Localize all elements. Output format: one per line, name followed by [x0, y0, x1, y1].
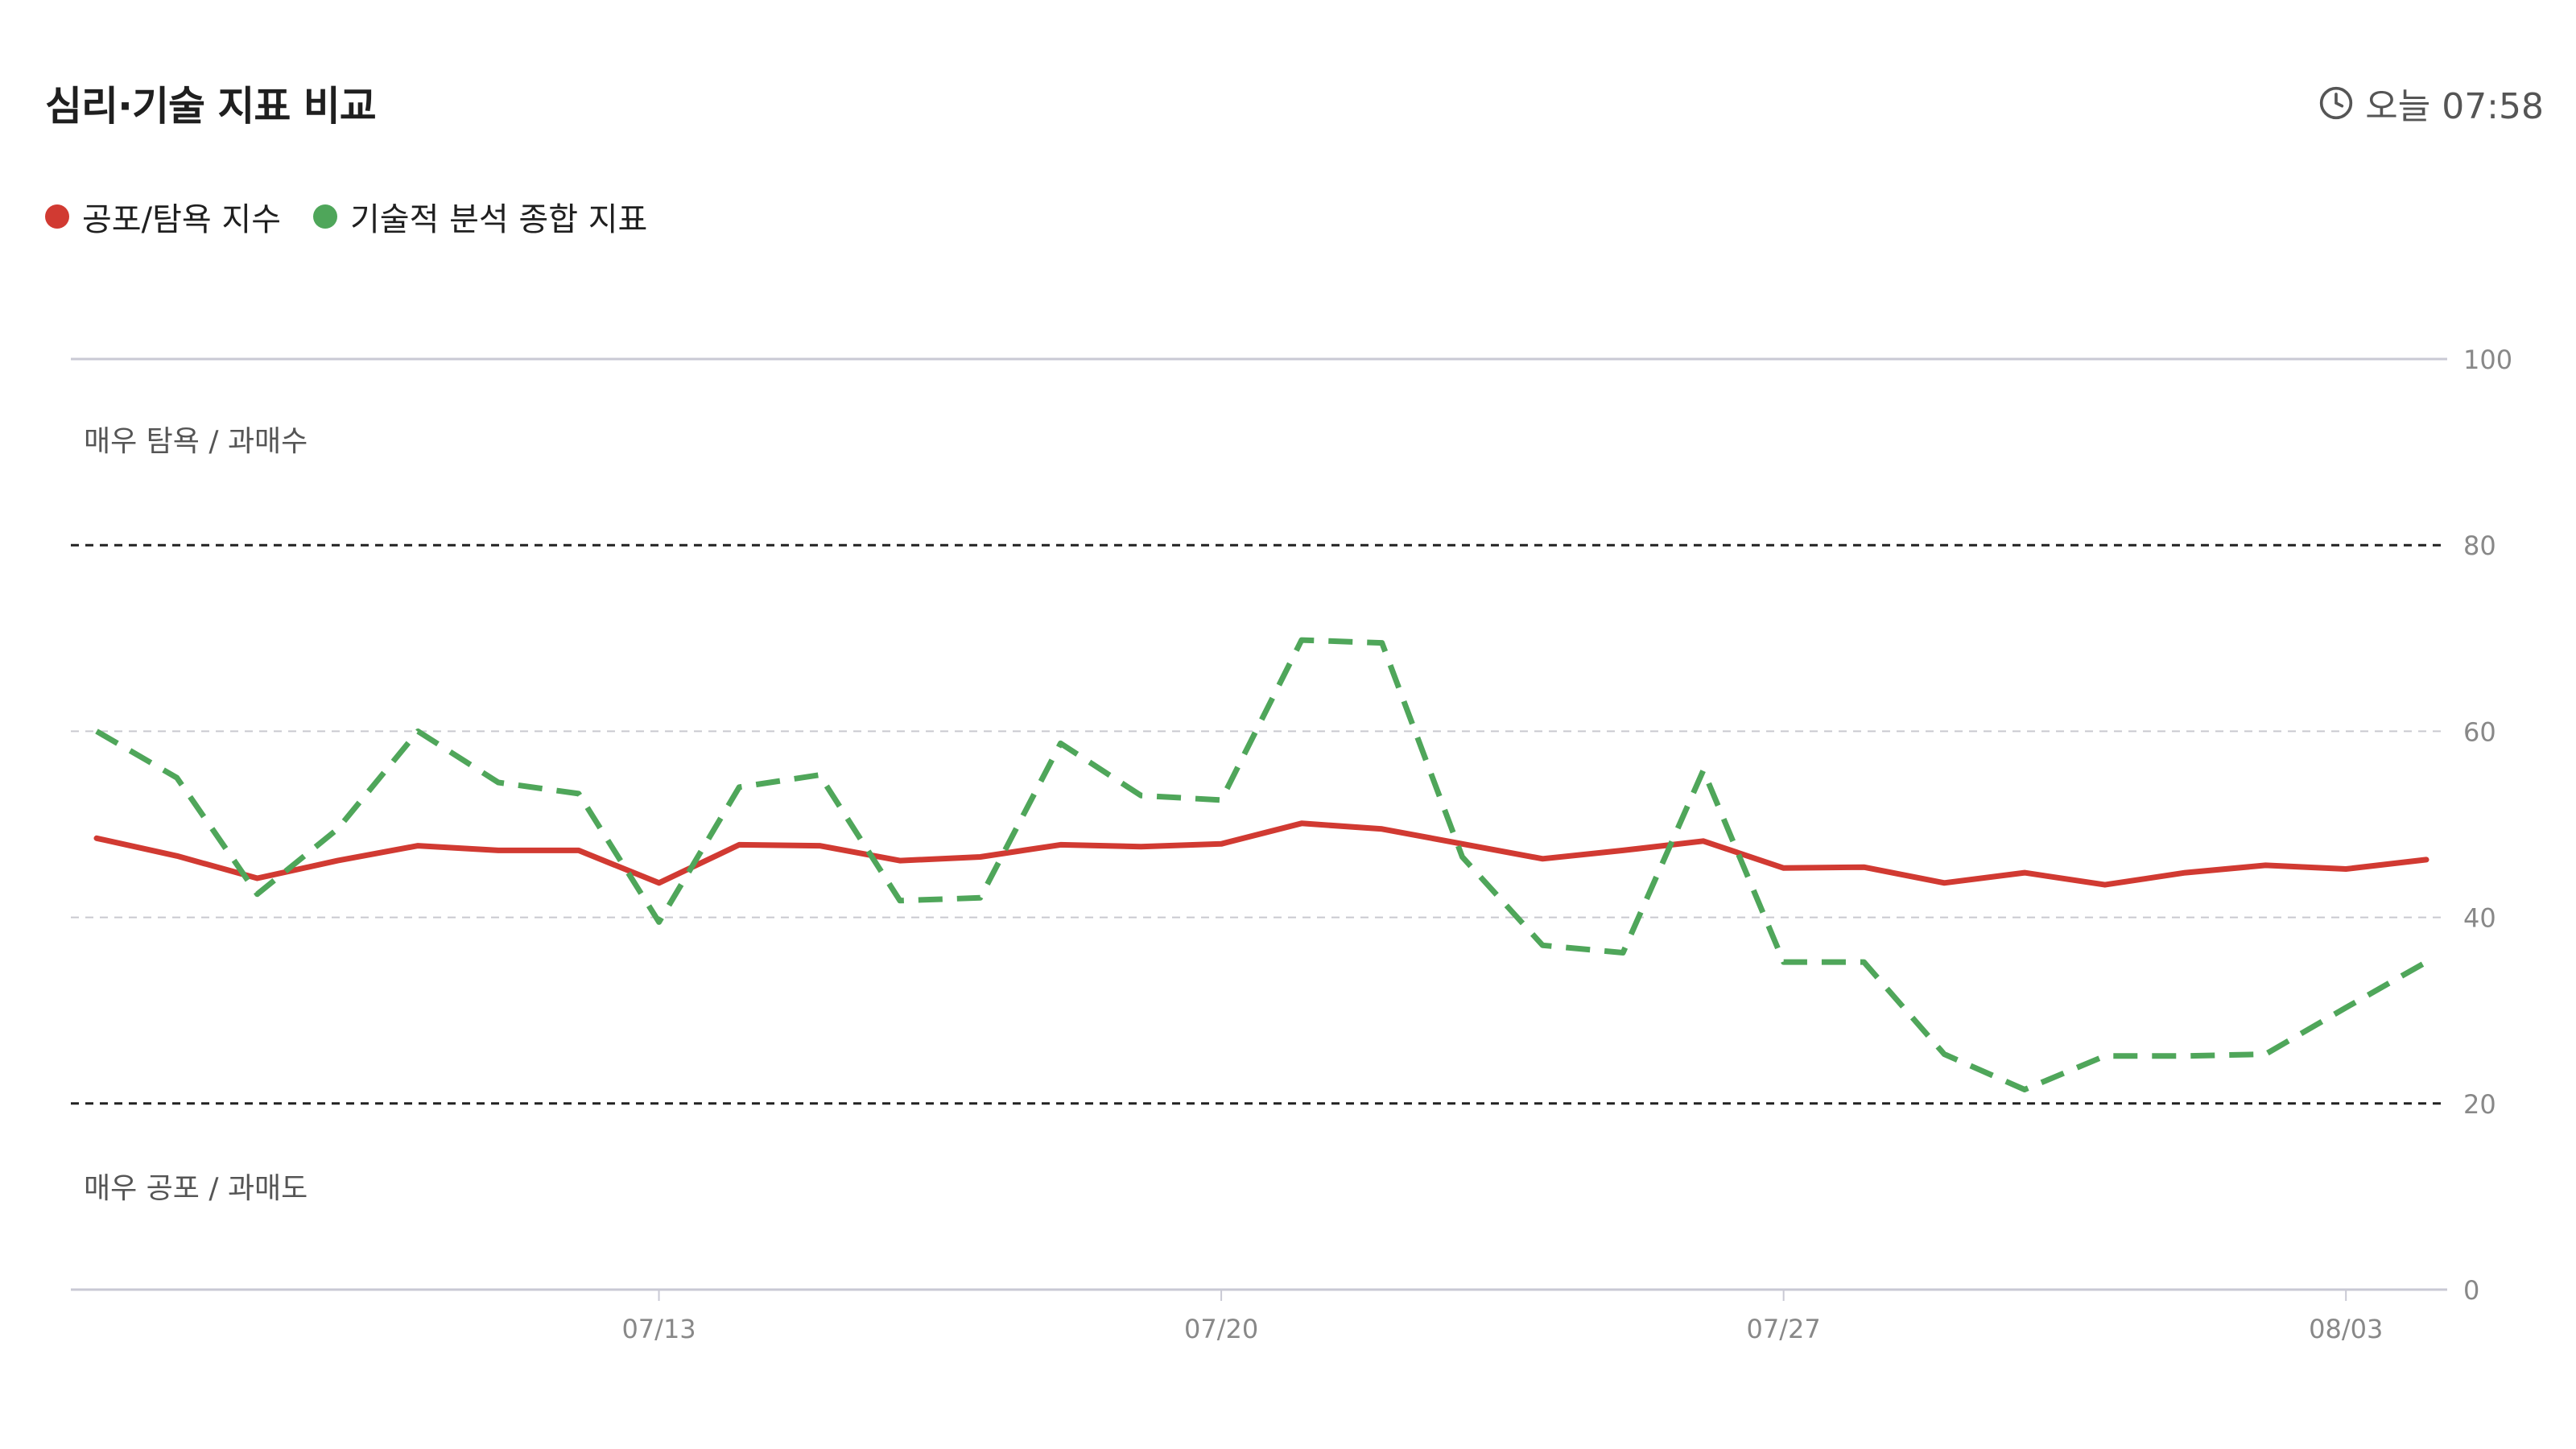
legend-dot-fear-greed	[45, 204, 69, 229]
series-line-technical	[95, 637, 2428, 1092]
zone-labels: 매우 탐욕 / 과매수 매우 공포 / 과매도	[84, 425, 308, 1205]
x-tick-label: 07/27	[1747, 1314, 1821, 1344]
y-tick-label: 80	[2463, 530, 2496, 561]
timestamp: 오늘 07:58	[2318, 77, 2544, 129]
chart-title: 심리·기술 지표 비교	[45, 83, 377, 130]
legend-item-technical[interactable]: 기술적 분석 종합 지표	[313, 193, 647, 240]
clock-icon	[2320, 86, 2353, 120]
upper-zone-label: 매우 탐욕 / 과매수	[84, 425, 308, 458]
y-tick-label: 60	[2463, 716, 2496, 747]
x-tick-label: 07/20	[1184, 1314, 1258, 1344]
y-tick-label: 20	[2463, 1089, 2496, 1120]
legend-label-technical: 기술적 분석 종합 지표	[350, 201, 648, 238]
legend-label-fear-greed: 공포/탐욕 지수	[82, 201, 281, 238]
y-tick-label: 40	[2463, 903, 2496, 934]
series-line-fear-greed	[93, 820, 2429, 888]
timestamp-label: 오늘 07:58	[2365, 86, 2544, 127]
y-tick-label: 0	[2463, 1275, 2479, 1306]
x-axis: 07/13 07/20 07/27 08/03	[621, 1290, 2383, 1344]
chart-legend: 공포/탐욕 지수 기술적 분석 종합 지표	[45, 193, 647, 240]
lower-zone-label: 매우 공포 / 과매도	[84, 1172, 308, 1205]
x-tick-label: 08/03	[2309, 1314, 2383, 1344]
legend-item-fear-greed[interactable]: 공포/탐욕 지수	[45, 193, 281, 240]
x-tick-label: 07/13	[621, 1314, 696, 1344]
y-axis: 0 20 40 60 80 100	[2463, 345, 2512, 1306]
legend-dot-technical	[313, 204, 337, 229]
chart-grid	[71, 357, 2447, 1291]
chart-series	[93, 637, 2429, 1092]
y-tick-label: 100	[2463, 345, 2512, 375]
